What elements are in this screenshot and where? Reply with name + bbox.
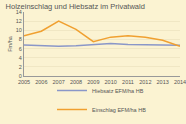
svg-text:2010: 2010 xyxy=(105,79,117,85)
svg-text:Einschlag EFM/ha HB: Einschlag EFM/ha HB xyxy=(92,107,146,113)
svg-text:Holzeinschlag und Hiebsatz im: Holzeinschlag und Hiebsatz im Privatwald xyxy=(6,2,145,11)
svg-text:2011: 2011 xyxy=(122,79,134,85)
svg-text:2: 2 xyxy=(19,64,22,70)
svg-text:2008: 2008 xyxy=(70,79,82,85)
svg-text:14: 14 xyxy=(16,9,22,15)
svg-text:2012: 2012 xyxy=(139,79,151,85)
svg-text:2014: 2014 xyxy=(174,79,186,85)
svg-text:2009: 2009 xyxy=(87,79,99,85)
svg-text:2013: 2013 xyxy=(157,79,169,85)
svg-text:2006: 2006 xyxy=(35,79,47,85)
svg-text:2005: 2005 xyxy=(18,79,30,85)
svg-text:Hiebsatz EFM/ha HB: Hiebsatz EFM/ha HB xyxy=(92,88,144,94)
svg-text:8: 8 xyxy=(19,36,22,42)
svg-text:0: 0 xyxy=(19,73,22,79)
svg-text:10: 10 xyxy=(16,27,22,33)
svg-text:2007: 2007 xyxy=(53,79,65,85)
svg-text:Fm/ha: Fm/ha xyxy=(7,35,13,52)
svg-text:4: 4 xyxy=(19,55,22,61)
svg-text:6: 6 xyxy=(19,45,22,51)
svg-text:12: 12 xyxy=(16,18,22,24)
